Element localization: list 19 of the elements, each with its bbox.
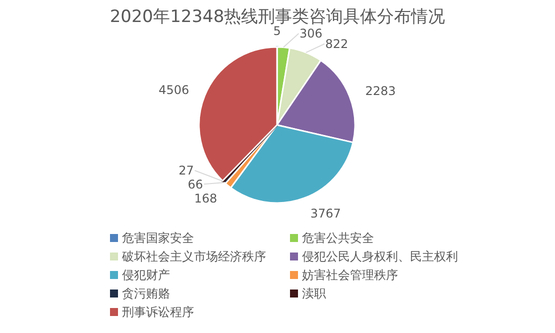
legend-label: 危害国家安全 bbox=[122, 231, 194, 246]
legend-label: 妨害社会管理秩序 bbox=[302, 268, 398, 282]
data-label: 168 bbox=[194, 191, 218, 206]
data-label: 2283 bbox=[365, 84, 396, 98]
legend-label: 侵犯公民人身权利、民主权利 bbox=[302, 250, 458, 264]
data-label: 5 bbox=[273, 24, 281, 38]
legend-label: 破坏社会主义市场经济秩序 bbox=[121, 250, 266, 264]
legend-label: 危害公共安全 bbox=[302, 231, 374, 246]
legend-label: 刑事诉讼程序 bbox=[122, 305, 194, 320]
legend-label: 贪污贿赂 bbox=[122, 286, 170, 301]
data-label: 822 bbox=[325, 37, 348, 52]
legend-label: 渎职 bbox=[302, 286, 326, 301]
data-label: 66 bbox=[188, 177, 204, 192]
legend-label: 侵犯财产 bbox=[122, 268, 170, 282]
data-label: 306 bbox=[300, 26, 322, 41]
data-label: 27 bbox=[178, 164, 194, 178]
data-label: 4506 bbox=[158, 82, 190, 97]
data-label: 3767 bbox=[310, 206, 341, 220]
chart-title: 2020年12348热线刑事类咨询具体分布情况 bbox=[110, 7, 446, 27]
